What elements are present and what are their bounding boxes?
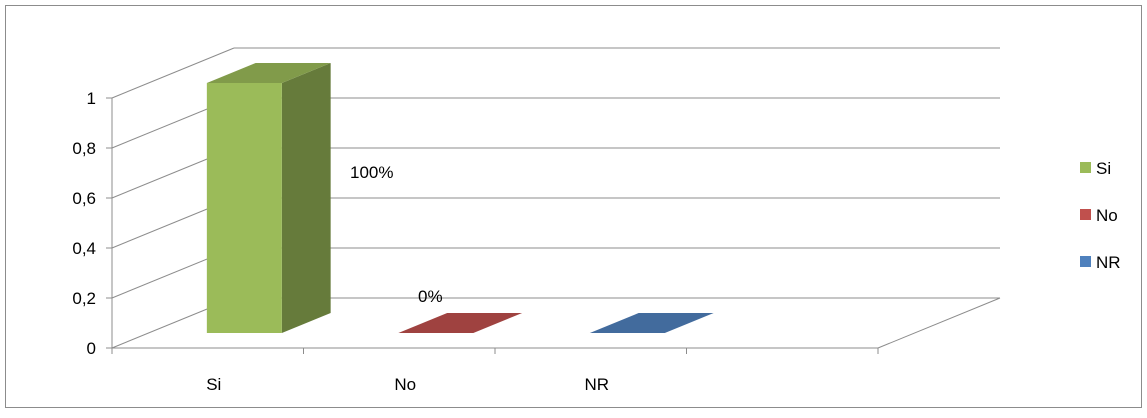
y-tick-label: 0,2 bbox=[72, 289, 96, 308]
y-tick-label: 1 bbox=[87, 89, 96, 108]
x-tick-label: Si bbox=[206, 375, 221, 394]
data-label: 0% bbox=[418, 287, 443, 306]
bar-top bbox=[398, 313, 523, 333]
chart-border bbox=[5, 5, 1142, 408]
x-tick-label: NR bbox=[584, 375, 609, 394]
bar-side bbox=[281, 63, 331, 333]
bar-top bbox=[206, 63, 331, 83]
y-tick-label: 0 bbox=[87, 339, 96, 358]
x-tick-label: No bbox=[394, 375, 416, 394]
floor-right-edge bbox=[877, 297, 1001, 349]
legend-label: No bbox=[1096, 206, 1118, 225]
y-tick-label: 0,4 bbox=[72, 239, 96, 258]
side-gridline bbox=[111, 47, 235, 99]
bar bbox=[206, 63, 331, 333]
legend-swatch bbox=[1080, 209, 1091, 220]
legend-label: Si bbox=[1096, 159, 1111, 178]
legend-label: NR bbox=[1096, 253, 1121, 272]
y-tick-label: 0,6 bbox=[72, 189, 96, 208]
legend-swatch bbox=[1080, 162, 1091, 173]
legend-swatch bbox=[1080, 256, 1091, 267]
bar bbox=[589, 313, 714, 333]
y-tick-label: 0,8 bbox=[72, 139, 96, 158]
bar bbox=[398, 313, 523, 333]
bar-front bbox=[206, 83, 282, 333]
data-label: 100% bbox=[350, 163, 393, 182]
bar-top bbox=[589, 313, 714, 333]
